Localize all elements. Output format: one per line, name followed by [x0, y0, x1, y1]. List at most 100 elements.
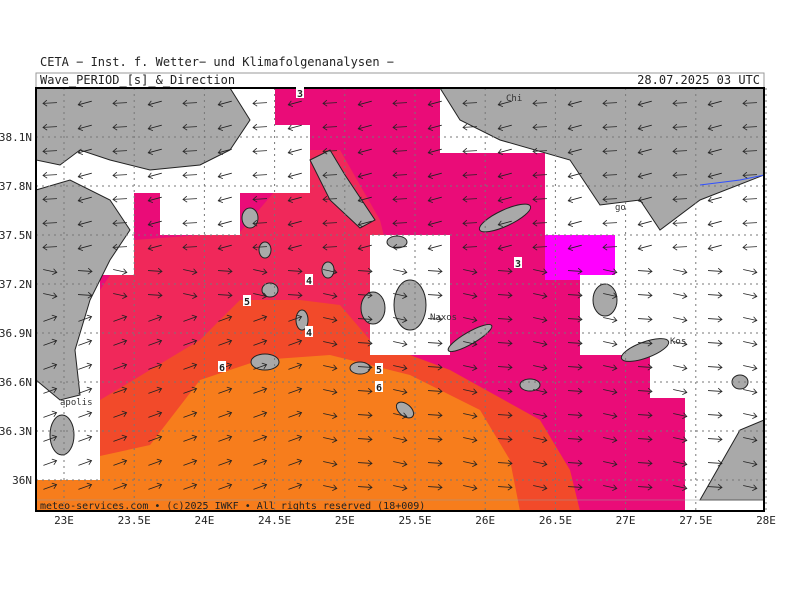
contour-label: 6: [219, 363, 225, 374]
arrow-shape: [287, 148, 302, 156]
arrow: [567, 244, 582, 252]
arrow-shape: [637, 172, 652, 180]
arrow: [743, 436, 758, 443]
arrow-shape: [743, 268, 758, 275]
arrow-shape: [603, 412, 618, 419]
arrow-shape: [112, 99, 128, 107]
arrow-shape: [497, 100, 512, 108]
arrow-shape: [77, 267, 93, 275]
arrow: [218, 458, 233, 466]
arrow: [533, 484, 548, 491]
arrow-shape: [533, 340, 548, 347]
arrow: [77, 172, 92, 180]
arrow: [147, 291, 163, 299]
arrow-shape: [43, 410, 58, 418]
arrow-shape: [393, 340, 408, 347]
arrow-shape: [322, 147, 338, 155]
arrow: [673, 436, 688, 443]
arrow: [357, 387, 373, 395]
arrow-shape: [497, 363, 513, 371]
arrow: [218, 482, 233, 490]
arrow: [78, 482, 93, 490]
arrow-shape: [217, 100, 232, 108]
arrow: [637, 267, 653, 275]
arrow: [43, 292, 58, 299]
arrow: [533, 340, 548, 347]
arrow-shape: [707, 315, 723, 323]
arrow-shape: [533, 316, 548, 323]
lat-label: 36.3N: [0, 425, 32, 438]
arrow: [113, 292, 128, 299]
arrow-shape: [742, 219, 758, 227]
arrow: [78, 386, 93, 394]
arrow-shape: [147, 244, 162, 252]
arrow-shape: [567, 291, 583, 299]
arrow: [323, 364, 338, 371]
arrow-shape: [287, 267, 303, 275]
arrow: [427, 148, 442, 156]
arrow: [743, 268, 758, 275]
arrow: [602, 243, 618, 251]
arrow-shape: [602, 171, 618, 179]
arrow: [603, 388, 618, 395]
arrow: [637, 172, 652, 180]
arrow-shape: [462, 219, 478, 227]
arrow-shape: [322, 99, 338, 107]
arrow-shape: [182, 243, 198, 251]
contour-label: 4: [306, 276, 312, 287]
arrow-shape: [392, 195, 408, 203]
arrow: [567, 124, 582, 132]
arrow-shape: [183, 268, 198, 275]
arrow: [323, 268, 338, 275]
arrow-shape: [603, 340, 618, 347]
arrow-shape: [463, 484, 478, 491]
arrow: [497, 148, 512, 156]
arrow-shape: [112, 171, 128, 179]
arrow: [602, 123, 618, 131]
lon-label: 27E: [616, 514, 636, 527]
arrow: [427, 315, 443, 323]
arrow-shape: [707, 196, 722, 204]
arrow-shape: [288, 338, 303, 346]
arrow-shape: [427, 244, 442, 252]
arrow-shape: [43, 268, 58, 275]
arrow: [78, 410, 93, 418]
arrow: [743, 484, 758, 491]
arrow-shape: [603, 364, 618, 371]
arrow-shape: [602, 123, 618, 131]
arrow-shape: [393, 484, 408, 491]
arrow: [357, 435, 373, 443]
arrow-shape: [393, 268, 408, 275]
arrow-shape: [742, 147, 758, 155]
arrow-shape: [323, 268, 338, 275]
arrow-shape: [217, 196, 232, 204]
arrow-shape: [672, 99, 688, 107]
arrow-shape: [218, 482, 233, 490]
arrow: [672, 147, 688, 155]
arrow-shape: [77, 124, 92, 132]
arrow-shape: [533, 484, 548, 491]
arrow-shape: [427, 172, 442, 180]
arrow-shape: [357, 220, 372, 228]
arrow: [673, 484, 688, 491]
arrow-shape: [217, 148, 232, 156]
arrow: [288, 458, 303, 466]
arrow-shape: [672, 195, 688, 203]
arrow-shape: [42, 243, 58, 251]
arrow-shape: [707, 435, 723, 443]
footer: meteo-services.com • (c)2025 IWKF • All …: [40, 501, 425, 512]
arrow: [567, 220, 582, 228]
arrow: [253, 434, 268, 442]
arrow: [78, 362, 93, 370]
arrow: [147, 244, 162, 252]
arrow: [743, 364, 758, 371]
arrow: [252, 99, 268, 107]
arrow-shape: [707, 459, 723, 467]
arrow-shape: [672, 147, 688, 155]
arrow: [532, 219, 548, 227]
arrow-shape: [113, 338, 128, 346]
arrow-shape: [288, 410, 303, 418]
arrow-shape: [672, 219, 688, 227]
arrow-shape: [673, 412, 688, 419]
arrow-shape: [567, 459, 583, 467]
